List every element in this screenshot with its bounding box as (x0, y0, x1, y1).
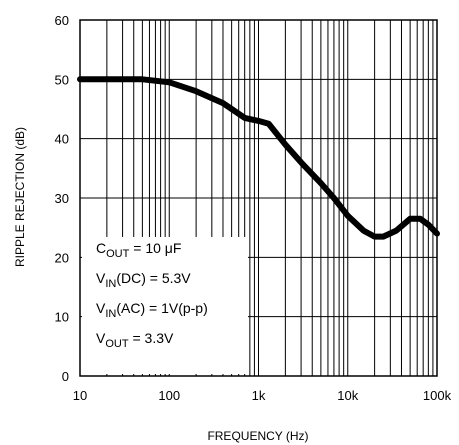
y-tick-label: 60 (55, 13, 69, 28)
x-tick-label: 10k (337, 388, 358, 403)
x-tick-label: 1k (252, 388, 266, 403)
plot-border (79, 19, 438, 377)
chart-series-layer (77, 76, 440, 240)
x-tick-label: 10 (73, 388, 87, 403)
y-tick-label: 40 (55, 132, 69, 147)
annotation-line-1: COUT = 10 μF (96, 240, 181, 260)
annotation-line-4: VOUT = 3.3V (96, 330, 174, 350)
series-line-1 (77, 76, 440, 240)
annotation-background (82, 237, 248, 374)
x-tick-label: 100k (423, 388, 452, 403)
y-axis-title: RIPPLE REJECTION (dB) (13, 127, 27, 267)
y-tick-label: 10 (55, 310, 69, 325)
y-tick-label: 20 (55, 250, 69, 265)
plot-frame (79, 19, 438, 377)
test-conditions-box: COUT = 10 μF VIN(DC) = 5.3V VIN(AC) = 1V(p… (82, 237, 248, 374)
tick-labels: 10 100 1k 10k 100k 0 10 20 30 40 50 60 (55, 13, 452, 403)
x-tick-label: 100 (158, 388, 180, 403)
y-tick-label: 0 (62, 369, 69, 384)
y-tick-label: 30 (55, 191, 69, 206)
y-tick-label: 50 (55, 72, 69, 87)
annotation-line-3: VIN(AC) = 1V(p-p) (96, 300, 208, 320)
annotation-line-2: VIN(DC) = 5.3V (96, 270, 191, 290)
x-axis-title: FREQUENCY (Hz) (207, 429, 308, 443)
